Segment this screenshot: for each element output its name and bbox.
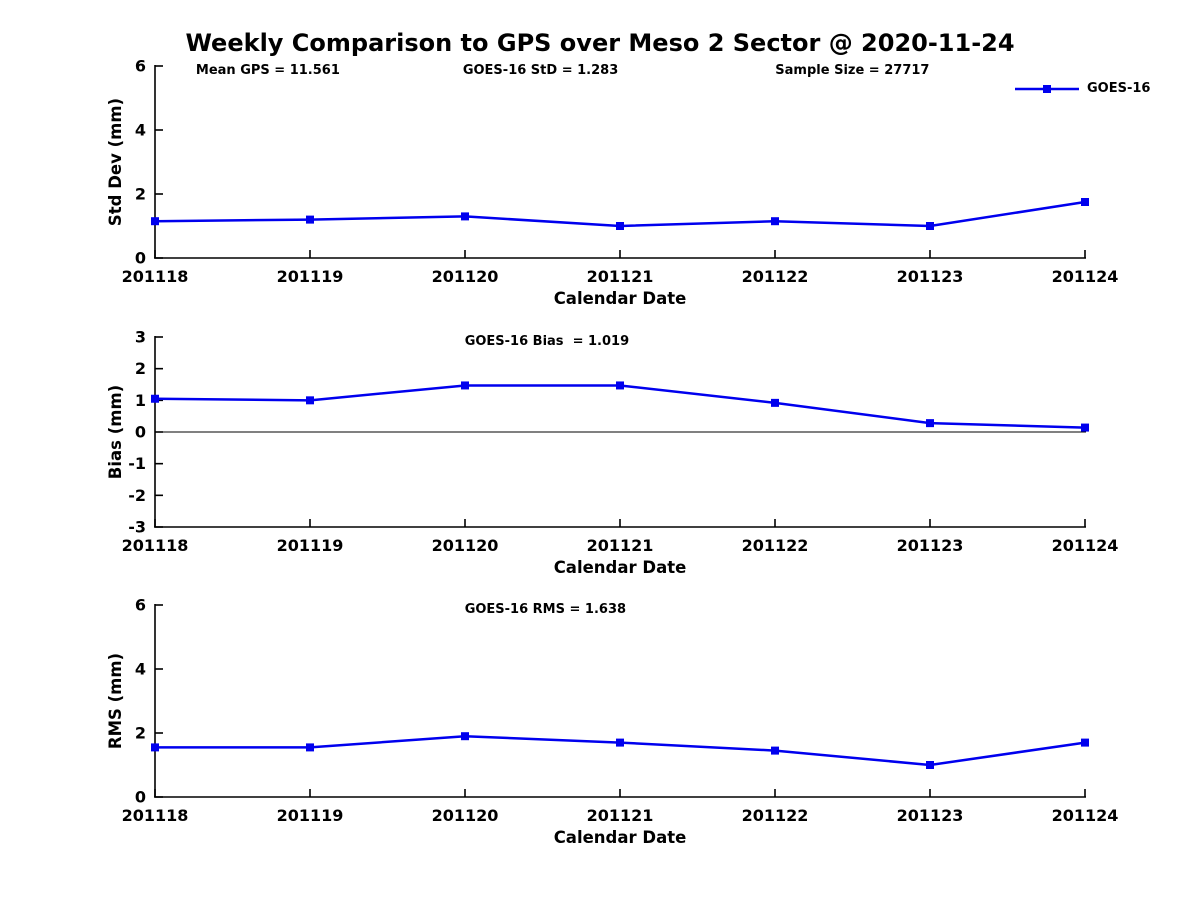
data-point [1081, 423, 1089, 432]
data-point [616, 222, 624, 230]
annotation: Sample Size = 27717 [775, 63, 929, 78]
x-tick-label: 201119 [277, 267, 344, 286]
data-point [1081, 198, 1089, 206]
x-tick-label: 201124 [1052, 806, 1119, 825]
x-tick-label: 201122 [742, 536, 809, 555]
annotation: GOES-16 StD = 1.283 [463, 63, 618, 78]
data-point [461, 732, 469, 741]
figure-title: Weekly Comparison to GPS over Meso 2 Sec… [185, 29, 1015, 57]
y-tick-label: 2 [135, 359, 146, 378]
y-tick-label: 2 [135, 185, 146, 204]
y-tick-label: -2 [128, 486, 146, 505]
x-axis-label: Calendar Date [554, 828, 687, 847]
y-tick-label: -1 [128, 454, 146, 473]
data-point [616, 738, 624, 747]
x-tick-label: 201123 [897, 267, 964, 286]
x-tick-label: 201119 [277, 536, 344, 555]
rms-plot: 0 2 4 6 201118 201119 201120 201121 201122 201123… [106, 596, 1118, 848]
data-point [151, 217, 159, 226]
legend-line-icon [1015, 85, 1079, 93]
data-line-goes-16 [153, 384, 1087, 429]
data-point [461, 381, 469, 390]
x-tick-label: 201124 [1052, 536, 1119, 555]
y-tick-label: 6 [135, 596, 146, 615]
data-point [926, 761, 934, 769]
data-point [926, 222, 934, 230]
std-dev-plot: 0 2 4 6 201118 201119 201120 201121 201122 201123… [106, 57, 1118, 309]
y-axis-label: Std Dev (mm) [106, 98, 125, 226]
data-point [306, 215, 314, 224]
annotation: Mean GPS = 11.561 [196, 63, 340, 78]
x-tick-label: 201124 [1052, 267, 1119, 286]
x-tick-label: 201118 [122, 267, 189, 286]
x-tick-label: 201123 [897, 806, 964, 825]
x-tick-label: 201120 [432, 267, 499, 286]
data-point [616, 381, 624, 390]
y-tick-label: 1 [135, 391, 146, 410]
x-tick-label: 201122 [742, 267, 809, 286]
x-tick-label: 201119 [277, 806, 344, 825]
x-axis-label: Calendar Date [554, 558, 687, 577]
data-point [1081, 738, 1089, 747]
y-tick-label: 2 [135, 724, 146, 743]
y-tick-label: -3 [128, 518, 146, 537]
y-tick-label: 6 [135, 57, 146, 76]
legend: GOES-16 [1014, 82, 1150, 96]
data-point [151, 743, 159, 752]
y-tick-label: 0 [135, 423, 146, 442]
legend-marker-icon [1043, 85, 1051, 93]
y-tick-label: 3 [135, 328, 146, 347]
y-tick-label: 4 [135, 121, 146, 140]
y-tick-label: 4 [135, 660, 146, 679]
annotation: GOES-16 RMS = 1.638 [465, 602, 626, 617]
x-tick-label: 201122 [742, 806, 809, 825]
data-point [151, 394, 159, 403]
x-tick-label: 201118 [122, 536, 189, 555]
data-point [771, 746, 779, 755]
data-point [926, 419, 934, 428]
x-tick-label: 201123 [897, 536, 964, 555]
x-tick-label: 201120 [432, 806, 499, 825]
x-tick-label: 201121 [587, 267, 654, 286]
x-tick-label: 201121 [587, 806, 654, 825]
data-point [306, 743, 314, 752]
x-tick-label: 201121 [587, 536, 654, 555]
x-tick-label: 201118 [122, 806, 189, 825]
annotation: GOES-16 Bias = 1.019 [465, 334, 629, 349]
data-point [771, 217, 779, 226]
y-tick-label: 0 [135, 249, 146, 268]
y-axis-label: RMS (mm) [106, 653, 125, 749]
data-point [306, 396, 314, 405]
x-tick-label: 201120 [432, 536, 499, 555]
data-point [461, 212, 469, 221]
data-point [771, 398, 779, 407]
x-axis-label: Calendar Date [554, 289, 687, 308]
legend-label: GOES-16 [1087, 81, 1151, 96]
y-axis-label: Bias (mm) [106, 385, 125, 479]
y-tick-label: 0 [135, 788, 146, 807]
